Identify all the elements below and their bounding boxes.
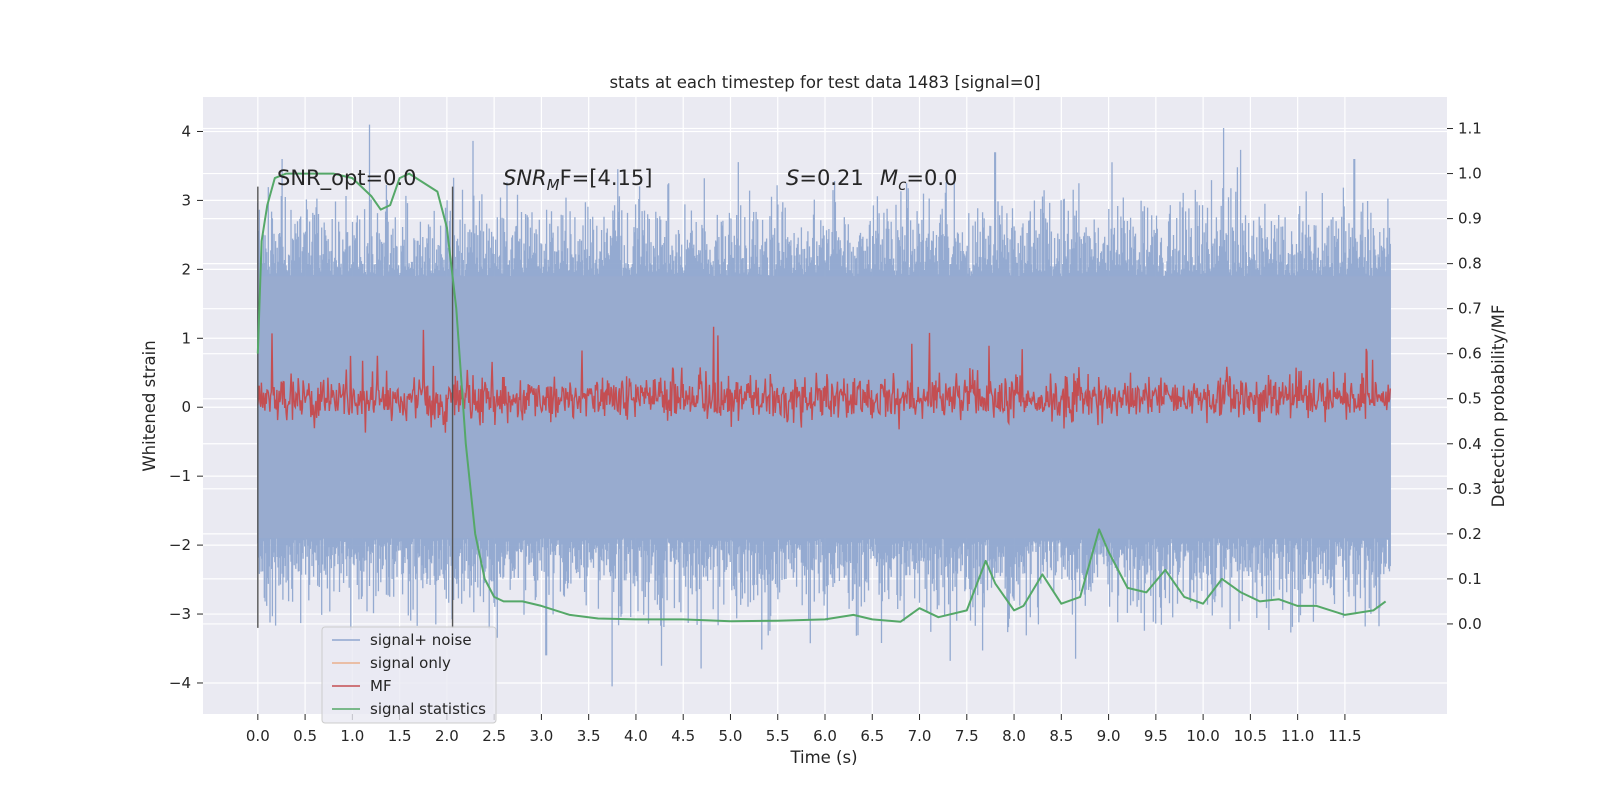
legend-label-signal-only: signal only: [370, 654, 451, 672]
annotation-mc-rest: =0.0: [906, 166, 957, 190]
y-tick-label: −1: [169, 467, 191, 485]
x-tick-label: 3.5: [577, 727, 601, 745]
x-tick-label: 1.0: [340, 727, 364, 745]
legend-label-signal-noise: signal+ noise: [370, 631, 472, 649]
x-tick-label: 5.5: [766, 727, 790, 745]
y2-tick-label: 1.1: [1458, 120, 1482, 138]
x-tick-label: 10.0: [1186, 727, 1219, 745]
y2-tick-label: 0.3: [1458, 480, 1482, 498]
annotation-s-rest: =0.21: [799, 166, 863, 190]
annotation-snr-mf: SNRMF=[4.15]: [503, 166, 652, 194]
legend-label-mf: MF: [370, 677, 392, 695]
x-tick-label: 10.5: [1234, 727, 1267, 745]
y-axis-label: Whitened strain: [140, 340, 159, 471]
x-tick-label: 7.0: [908, 727, 932, 745]
mf-trace: [257, 326, 1391, 433]
y-axis-ticks: −4 −3 −2 −1 0 1 2 3 4: [169, 122, 203, 692]
annotation-s: S=0.21: [786, 166, 864, 190]
y2-tick-label: 0.5: [1458, 390, 1482, 408]
y2-tick-label: 0.7: [1458, 300, 1482, 318]
legend-label-signal-statistics: signal statistics: [370, 700, 486, 718]
series-signal-statistics: [256, 172, 1387, 623]
y2-tick-label: 1.0: [1458, 165, 1482, 183]
y2-tick-label: 0.4: [1458, 435, 1482, 453]
x-tick-label: 1.5: [388, 727, 412, 745]
y2-tick-label: 0.9: [1458, 210, 1482, 228]
chart-title: stats at each timestep for test data 148…: [609, 73, 1040, 92]
x-tick-label: 8.5: [1049, 727, 1073, 745]
x-tick-label: 0.5: [293, 727, 317, 745]
y2-tick-label: 0.1: [1458, 570, 1482, 588]
x-tick-label: 11.0: [1281, 727, 1314, 745]
y2-axis-ticks: 0.0 0.1 0.2 0.3 0.4 0.5 0.6 0.7 0.8 0.9 1.0 1.1: [1447, 120, 1482, 633]
series-mf: [257, 326, 1391, 433]
x-tick-label: 6.5: [860, 727, 884, 745]
y-tick-label: −4: [169, 674, 191, 692]
x-tick-label: 7.5: [955, 727, 979, 745]
y-tick-label: 2: [181, 260, 191, 278]
x-tick-label: 2.0: [435, 727, 459, 745]
x-tick-label: 9.5: [1144, 727, 1168, 745]
y-tick-label: −2: [169, 536, 191, 554]
legend-box: [321, 626, 497, 724]
x-tick-label: 8.0: [1002, 727, 1026, 745]
y-tick-label: 0: [181, 398, 191, 416]
annotation-snr-mf-rest: F=[4.15]: [560, 166, 653, 190]
y-tick-label: 1: [181, 329, 191, 347]
y-tick-label: 3: [181, 191, 191, 209]
x-tick-label: 5.0: [719, 727, 743, 745]
annotation-mc-var: M: [880, 166, 898, 190]
x-axis-ticks: 0.0 0.5 1.0 1.5 2.0 2.5 3.0 3.5 4.0 4.5 5.0 5.5 6.0 6…: [246, 714, 1362, 745]
x-tick-label: 3.0: [529, 727, 553, 745]
vertical-markers: [257, 186, 454, 628]
annotation-snr-mf-main: SNR: [503, 166, 547, 190]
y2-tick-label: 0.6: [1458, 345, 1482, 363]
legend: signal+ noise signal only MF signal stat…: [321, 626, 497, 724]
annotation-mc: Mc=0.0: [880, 166, 957, 194]
y2-tick-label: 0.8: [1458, 255, 1482, 273]
y2-tick-label: 0.2: [1458, 525, 1482, 543]
y-tick-label: 4: [181, 122, 191, 140]
annotation-snr-opt: SNR_opt=0.0: [277, 166, 417, 191]
y2-axis-label: Detection probability/MF: [1489, 305, 1508, 508]
signal-statistics-line: [256, 172, 1387, 623]
annotation-mc-sub: c: [898, 176, 907, 194]
x-tick-label: 0.0: [246, 727, 270, 745]
y-tick-label: −3: [169, 605, 191, 623]
x-tick-label: 11.5: [1328, 727, 1361, 745]
x-tick-label: 6.0: [813, 727, 837, 745]
annotation-snr-mf-sub: M: [547, 176, 560, 194]
annotation-s-var: S: [786, 166, 799, 190]
x-tick-label: 2.5: [482, 727, 506, 745]
x-tick-label: 4.5: [671, 727, 695, 745]
y2-tick-label: 0.0: [1458, 615, 1482, 633]
x-tick-label: 4.0: [624, 727, 648, 745]
x-axis-label: Time (s): [789, 748, 857, 767]
x-tick-label: 9.0: [1097, 727, 1121, 745]
